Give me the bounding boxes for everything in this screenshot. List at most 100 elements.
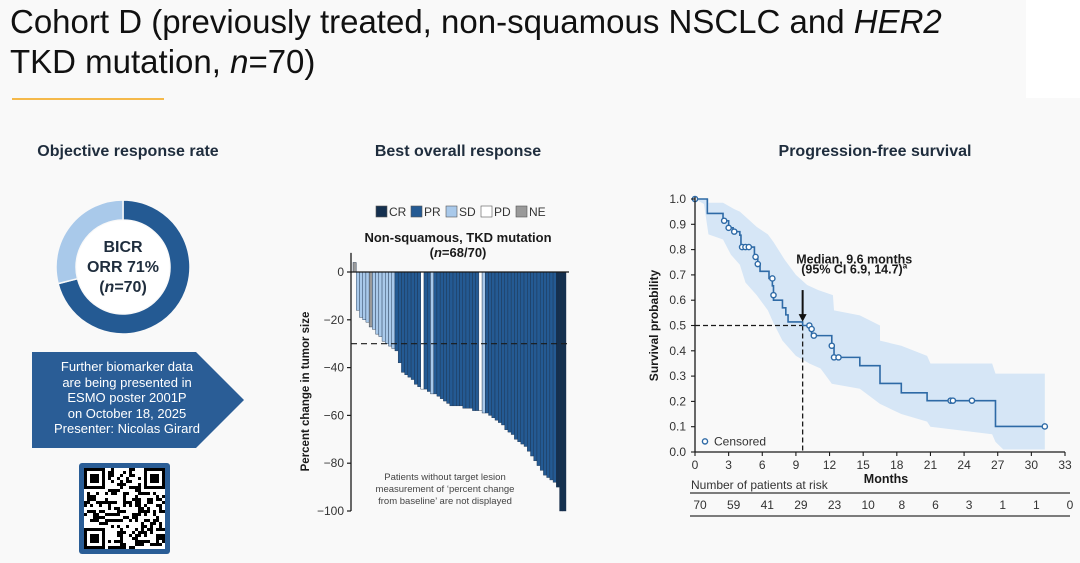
qr-module <box>111 471 114 474</box>
waterfall-bar <box>414 271 418 385</box>
qr-module <box>159 510 162 513</box>
qr-module <box>129 480 132 483</box>
x-tick-label: 18 <box>890 458 904 472</box>
waterfall-bar <box>385 271 389 344</box>
qr-module <box>93 498 96 501</box>
qr-module <box>159 525 162 528</box>
qr-module <box>162 501 165 504</box>
waterfall-bar <box>491 271 496 418</box>
qr-module <box>114 540 117 543</box>
qr-module <box>135 519 138 522</box>
waterfall-bar <box>517 271 522 442</box>
waterfall-bar <box>504 271 509 430</box>
waterfall-bar <box>436 271 441 397</box>
qr-module <box>102 501 105 504</box>
title-text-1: Cohort D (previously treated, non-squamo… <box>10 3 854 40</box>
waterfall-bar <box>510 271 515 435</box>
x-tick-label: 30 <box>1025 458 1039 472</box>
censored-marker <box>769 275 776 282</box>
waterfall-bar <box>446 271 451 404</box>
waterfall-bar <box>468 271 473 409</box>
qr-module <box>141 522 144 525</box>
y-tick-label: 0.0 <box>669 445 686 459</box>
qr-module <box>108 504 111 507</box>
title-n-italic: n <box>230 43 249 80</box>
qr-module <box>129 474 132 477</box>
orr-n-post: =70) <box>114 279 147 296</box>
qr-module <box>153 492 156 495</box>
qr-module <box>135 540 138 543</box>
title-accent-rule <box>12 98 164 100</box>
qr-module <box>120 546 123 549</box>
qr-module <box>96 513 99 516</box>
qr-module <box>129 519 132 522</box>
censored-marker <box>949 397 957 404</box>
x-tick-label: 6 <box>759 458 766 472</box>
qr-module <box>141 525 144 528</box>
title-gene-italic: HER2 <box>853 3 942 40</box>
qr-module <box>99 510 102 513</box>
qr-module <box>135 513 138 516</box>
qr-module <box>150 528 153 531</box>
qr-module <box>108 501 111 504</box>
qr-module <box>150 531 153 534</box>
qr-module <box>132 546 135 549</box>
qr-finder <box>150 474 159 483</box>
qr-module <box>123 471 126 474</box>
qr-module <box>144 540 147 543</box>
waterfall-bar <box>381 271 386 342</box>
qr-module <box>138 531 141 534</box>
qr-module <box>156 519 159 522</box>
qr-module <box>147 528 150 531</box>
waterfall-footnote: Patients without target lesion <box>384 472 505 483</box>
qr-module <box>138 504 141 507</box>
waterfall-bar <box>394 271 399 352</box>
qr-module <box>150 522 153 525</box>
qr-code-icon[interactable] <box>79 463 170 554</box>
qr-module <box>144 492 147 495</box>
qr-module <box>147 498 150 501</box>
qr-module <box>87 498 90 501</box>
qr-module <box>138 513 141 516</box>
waterfall-bar <box>430 271 434 395</box>
waterfall-bar <box>452 271 457 407</box>
qr-module <box>159 534 162 537</box>
censored-marker <box>1041 423 1049 430</box>
qr-module <box>135 486 138 489</box>
qr-module <box>87 495 90 498</box>
legend-swatch-pr <box>410 205 423 218</box>
waterfall-bar <box>543 271 547 476</box>
qr-module <box>135 498 138 501</box>
waterfall-bar <box>365 271 370 323</box>
waterfall-bar <box>478 271 483 411</box>
x-tick-label: 15 <box>857 458 871 472</box>
qr-module <box>111 492 114 495</box>
qr-module <box>159 528 162 531</box>
waterfall-subtitle: Non-squamous, TKD mutation <box>364 230 551 245</box>
qr-code-pattern <box>84 468 165 549</box>
censored-marker <box>828 342 836 350</box>
qr-module <box>129 486 132 489</box>
qr-module <box>90 510 93 513</box>
slide-corner-panel <box>1026 0 1080 98</box>
qr-module <box>159 507 162 510</box>
km-curve <box>695 198 1045 428</box>
donut-slice <box>57 199 191 335</box>
qr-module <box>153 543 156 546</box>
waterfall-bar <box>352 262 357 273</box>
waterfall-bar <box>427 271 431 392</box>
censored-legend-icon <box>701 438 709 445</box>
qr-module <box>99 522 102 525</box>
censored-marker <box>808 325 815 333</box>
callout-line: ESMO poster 2001P <box>67 390 187 405</box>
qr-module <box>144 513 147 516</box>
qr-module <box>156 498 159 501</box>
qr-module <box>87 492 90 495</box>
waterfall-bar <box>404 271 409 375</box>
y-tick-label: 0.2 <box>669 394 686 408</box>
qr-module <box>93 510 96 513</box>
qr-module <box>120 483 123 486</box>
legend-swatch-sd <box>445 205 458 218</box>
qr-module <box>108 513 111 516</box>
qr-module <box>126 501 129 504</box>
